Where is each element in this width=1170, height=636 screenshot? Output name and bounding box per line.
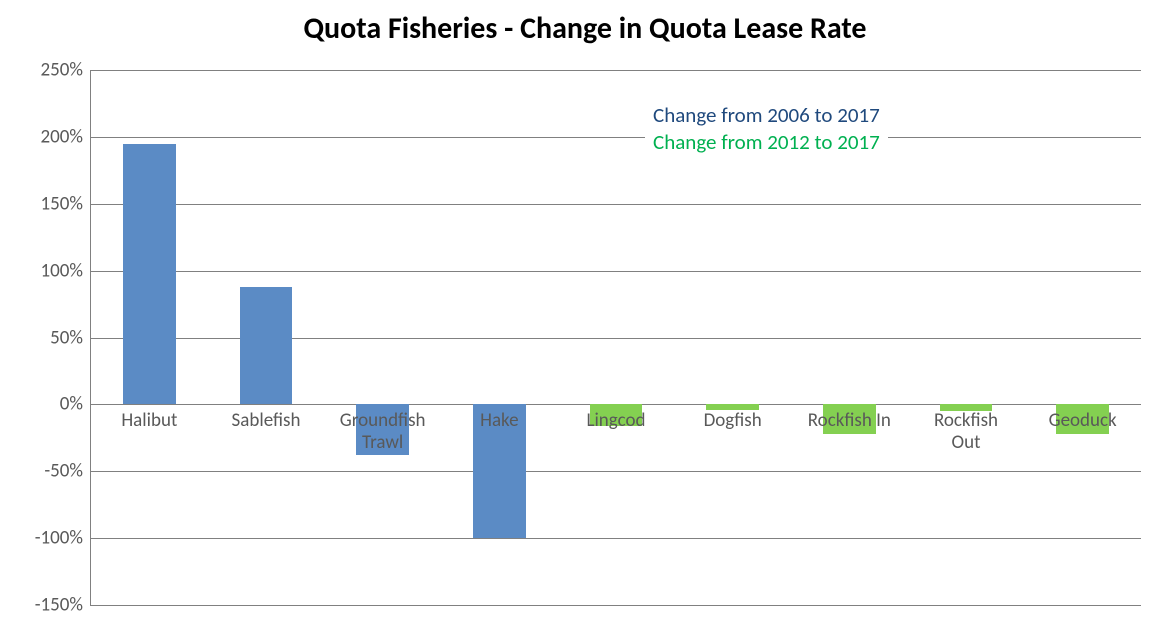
y-gridline xyxy=(91,70,1141,71)
category-label: Halibut xyxy=(91,410,208,432)
bar xyxy=(123,144,176,405)
legend-entry: Change from 2006 to 2017 xyxy=(653,102,880,129)
y-tick-label: -150% xyxy=(35,594,91,617)
y-tick-label: 250% xyxy=(41,59,91,82)
category-label: Geoduck xyxy=(1024,410,1141,432)
y-gridline xyxy=(91,605,1141,606)
y-tick-label: 200% xyxy=(41,125,91,148)
y-tick-label: 150% xyxy=(41,192,91,215)
chart-title: Quota Fisheries - Change in Quota Lease … xyxy=(0,10,1170,47)
y-gridline xyxy=(91,271,1141,272)
y-tick-label: 50% xyxy=(50,326,91,349)
y-tick-label: -100% xyxy=(35,527,91,550)
bar xyxy=(240,287,293,405)
y-gridline xyxy=(91,471,1141,472)
y-tick-label: 100% xyxy=(41,259,91,282)
y-gridline xyxy=(91,137,1141,138)
category-label: Sablefish xyxy=(208,410,325,432)
y-tick-label: -50% xyxy=(44,460,91,483)
category-label: GroundfishTrawl xyxy=(324,410,441,454)
legend-entry: Change from 2012 to 2017 xyxy=(653,129,880,156)
category-label: Dogfish xyxy=(674,410,791,432)
category-label: Hake xyxy=(441,410,558,432)
category-label: Lingcod xyxy=(558,410,675,432)
y-gridline xyxy=(91,204,1141,205)
y-gridline xyxy=(91,538,1141,539)
y-tick-label: 0% xyxy=(60,393,91,416)
chart-container: Quota Fisheries - Change in Quota Lease … xyxy=(0,0,1170,636)
legend: Change from 2006 to 2017Change from 2012… xyxy=(645,98,888,161)
category-label: Rockfish In xyxy=(791,410,908,432)
category-label: RockfishOut xyxy=(908,410,1025,454)
plot-area: -150%-100%-50%0%50%100%150%200%250%Halib… xyxy=(90,70,1141,606)
